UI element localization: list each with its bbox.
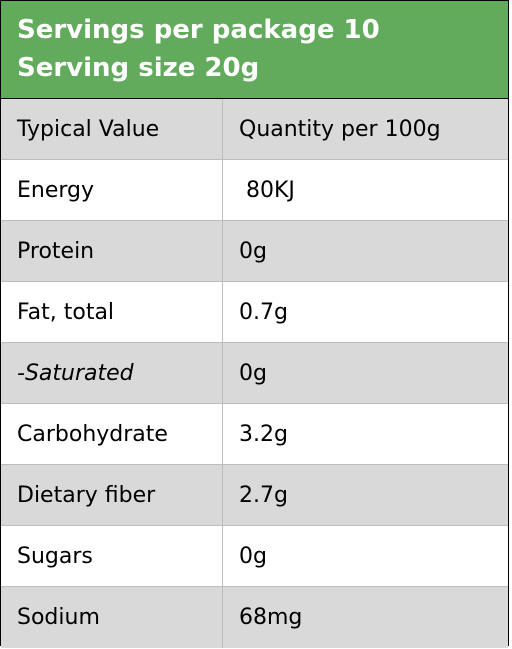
column-header-typical-value: Typical Value	[1, 99, 223, 159]
table-row: Carbohydrate 3.2g	[1, 404, 508, 465]
column-header-quantity: Quantity per 100g	[239, 116, 441, 142]
nutrient-quantity: 0g	[239, 360, 267, 386]
nutrient-name: Dietary fiber	[1, 465, 223, 525]
table-header-row: Typical Value Quantity per 100g	[1, 99, 508, 160]
table-row: Sodium 68mg	[1, 587, 508, 648]
table-row: Dietary fiber 2.7g	[1, 465, 508, 526]
nutrition-header: Servings per package 10 Serving size 20g	[1, 1, 508, 99]
nutrient-quantity: 0.7g	[239, 299, 288, 325]
nutrient-name: -Saturated	[1, 343, 223, 403]
serving-size: Serving size 20g	[17, 53, 260, 83]
table-row: -Saturated 0g	[1, 343, 508, 404]
table-row: Protein 0g	[1, 221, 508, 282]
nutrient-quantity: 2.7g	[239, 482, 288, 508]
nutrient-name: Protein	[1, 221, 223, 281]
nutrient-quantity: 0g	[239, 543, 267, 569]
table-row: Fat, total 0.7g	[1, 282, 508, 343]
nutrient-name: Sodium	[1, 587, 223, 648]
nutrient-name: Sugars	[1, 526, 223, 586]
nutrient-quantity: 80KJ	[239, 177, 295, 203]
nutrient-quantity: 68mg	[239, 605, 303, 630]
nutrient-name: Energy	[1, 160, 223, 220]
nutrient-name: Fat, total	[1, 282, 223, 342]
nutrient-quantity: 0g	[239, 238, 267, 264]
nutrient-quantity: 3.2g	[239, 421, 288, 447]
table-row: Sugars 0g	[1, 526, 508, 587]
table-row: Energy 80KJ	[1, 160, 508, 221]
nutrition-table: Typical Value Quantity per 100g Energy 8…	[1, 99, 508, 648]
servings-per-package: Servings per package 10	[17, 15, 380, 45]
nutrient-name: Carbohydrate	[1, 404, 223, 464]
